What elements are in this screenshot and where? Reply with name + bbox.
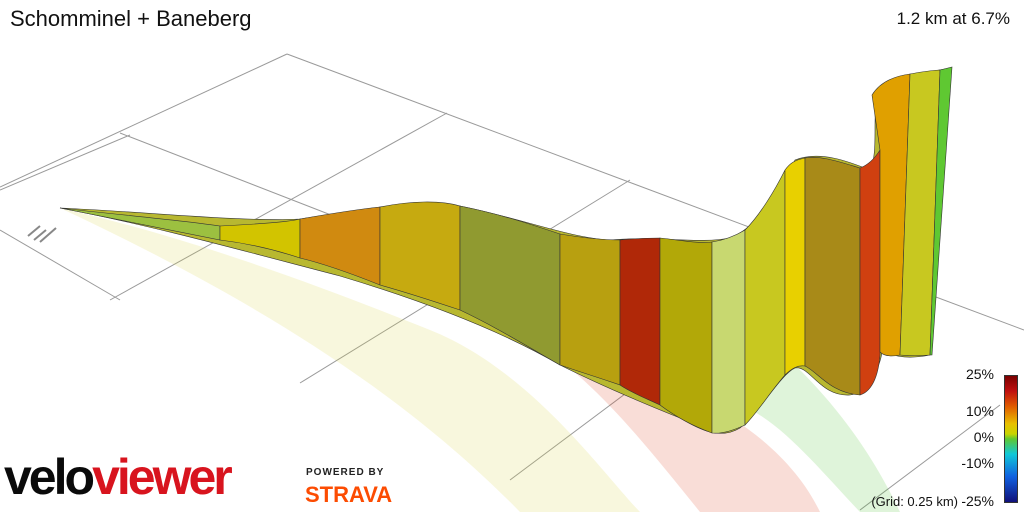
- profile-wall: [59, 66, 953, 434]
- grid-scale-note: (Grid: 0.25 km): [871, 494, 958, 509]
- legend-tick-minus10: -10%: [961, 455, 994, 471]
- route-title: Schomminel + Baneberg: [10, 6, 252, 31]
- route-stats: 1.2 km at 6.7%: [896, 9, 1010, 28]
- gradient-legend-bar: [1004, 375, 1018, 503]
- logo-part-velo: velo: [4, 449, 95, 505]
- veloviewer-logo[interactable]: veloviewer: [4, 449, 233, 505]
- legend-tick-25: 25%: [965, 366, 994, 382]
- legend-tick-0: 0%: [973, 429, 994, 445]
- powered-by-label: POWERED BY: [306, 467, 385, 478]
- strava-logo[interactable]: STRAVA: [305, 482, 393, 507]
- north-arrow-icon: [27, 225, 57, 243]
- legend-tick-minus25: -25%: [961, 493, 994, 509]
- logo-part-viewer: viewer: [92, 449, 233, 505]
- legend-tick-10: 10%: [965, 403, 994, 419]
- gradient-legend-labels: 25% 10% 0% -10% -25%: [924, 366, 994, 516]
